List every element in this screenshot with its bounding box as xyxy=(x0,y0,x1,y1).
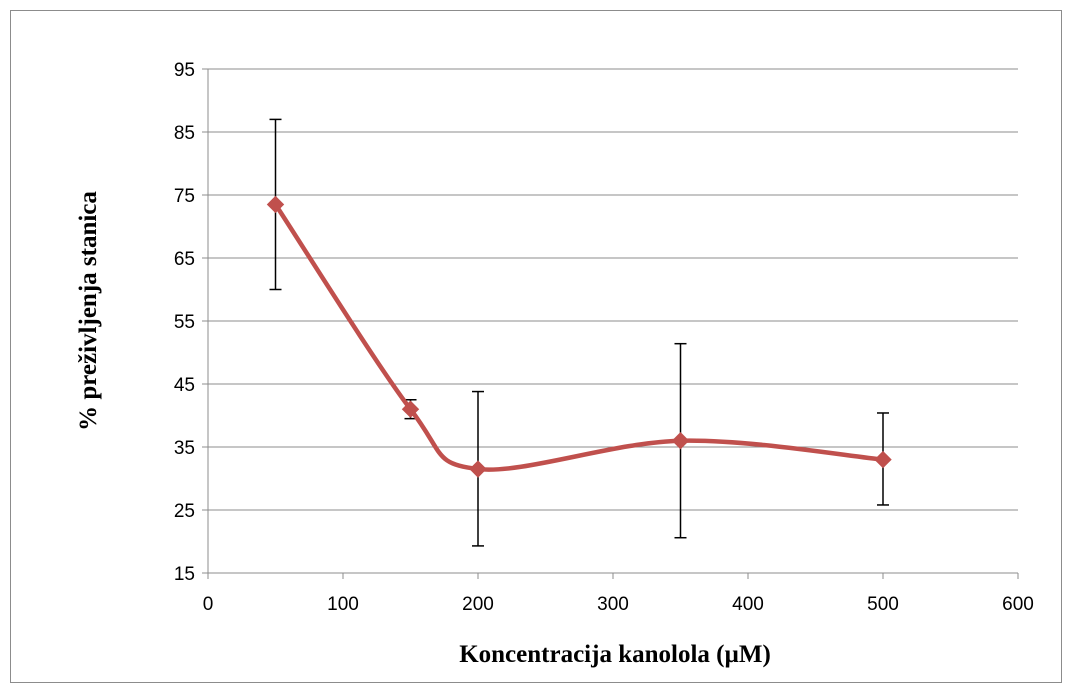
axes xyxy=(202,68,1019,579)
y-tick-label: 25 xyxy=(174,501,195,522)
y-tick-label: 55 xyxy=(174,312,195,333)
grid-lines xyxy=(208,68,1018,511)
data-point-marker xyxy=(671,431,690,450)
data-point-marker xyxy=(469,460,487,478)
chart-frame: 15 25 35 45 55 65 75 85 95 0 100 200 300 400 500 600 K… xyxy=(10,10,1062,683)
x-tick-label: 0 xyxy=(203,594,214,615)
x-tick-label: 500 xyxy=(867,594,899,615)
data-points xyxy=(266,195,892,478)
x-tick-label: 200 xyxy=(462,594,494,615)
y-tick-label: 45 xyxy=(174,375,195,396)
x-tick-label: 300 xyxy=(597,594,629,615)
y-tick-label: 65 xyxy=(174,249,195,270)
data-point-marker xyxy=(874,450,892,469)
x-tick-label: 100 xyxy=(327,594,359,615)
y-tick-label: 95 xyxy=(174,60,195,81)
y-tick-label: 75 xyxy=(174,186,195,207)
y-tick-label: 85 xyxy=(174,123,195,144)
x-tick-label: 400 xyxy=(732,594,764,615)
x-axis-title: Koncentracija kanolola (µM) xyxy=(459,641,771,668)
data-point-marker xyxy=(266,195,285,214)
y-tick-labels: 15 25 35 45 55 65 75 85 95 xyxy=(174,60,195,585)
chart-svg: 15 25 35 45 55 65 75 85 95 0 100 200 300 400 500 600 K… xyxy=(75,60,1034,668)
y-axis-title: % preživljenja stanica xyxy=(75,191,102,431)
error-bars xyxy=(269,118,889,547)
data-point-marker xyxy=(401,400,420,418)
series-line-group xyxy=(273,202,886,472)
x-tick-labels: 0 100 200 300 400 500 600 xyxy=(203,594,1034,615)
y-tick-label: 35 xyxy=(174,438,195,459)
x-tick-label: 600 xyxy=(1002,594,1034,615)
series-line xyxy=(273,202,886,472)
y-tick-label: 15 xyxy=(174,564,195,585)
